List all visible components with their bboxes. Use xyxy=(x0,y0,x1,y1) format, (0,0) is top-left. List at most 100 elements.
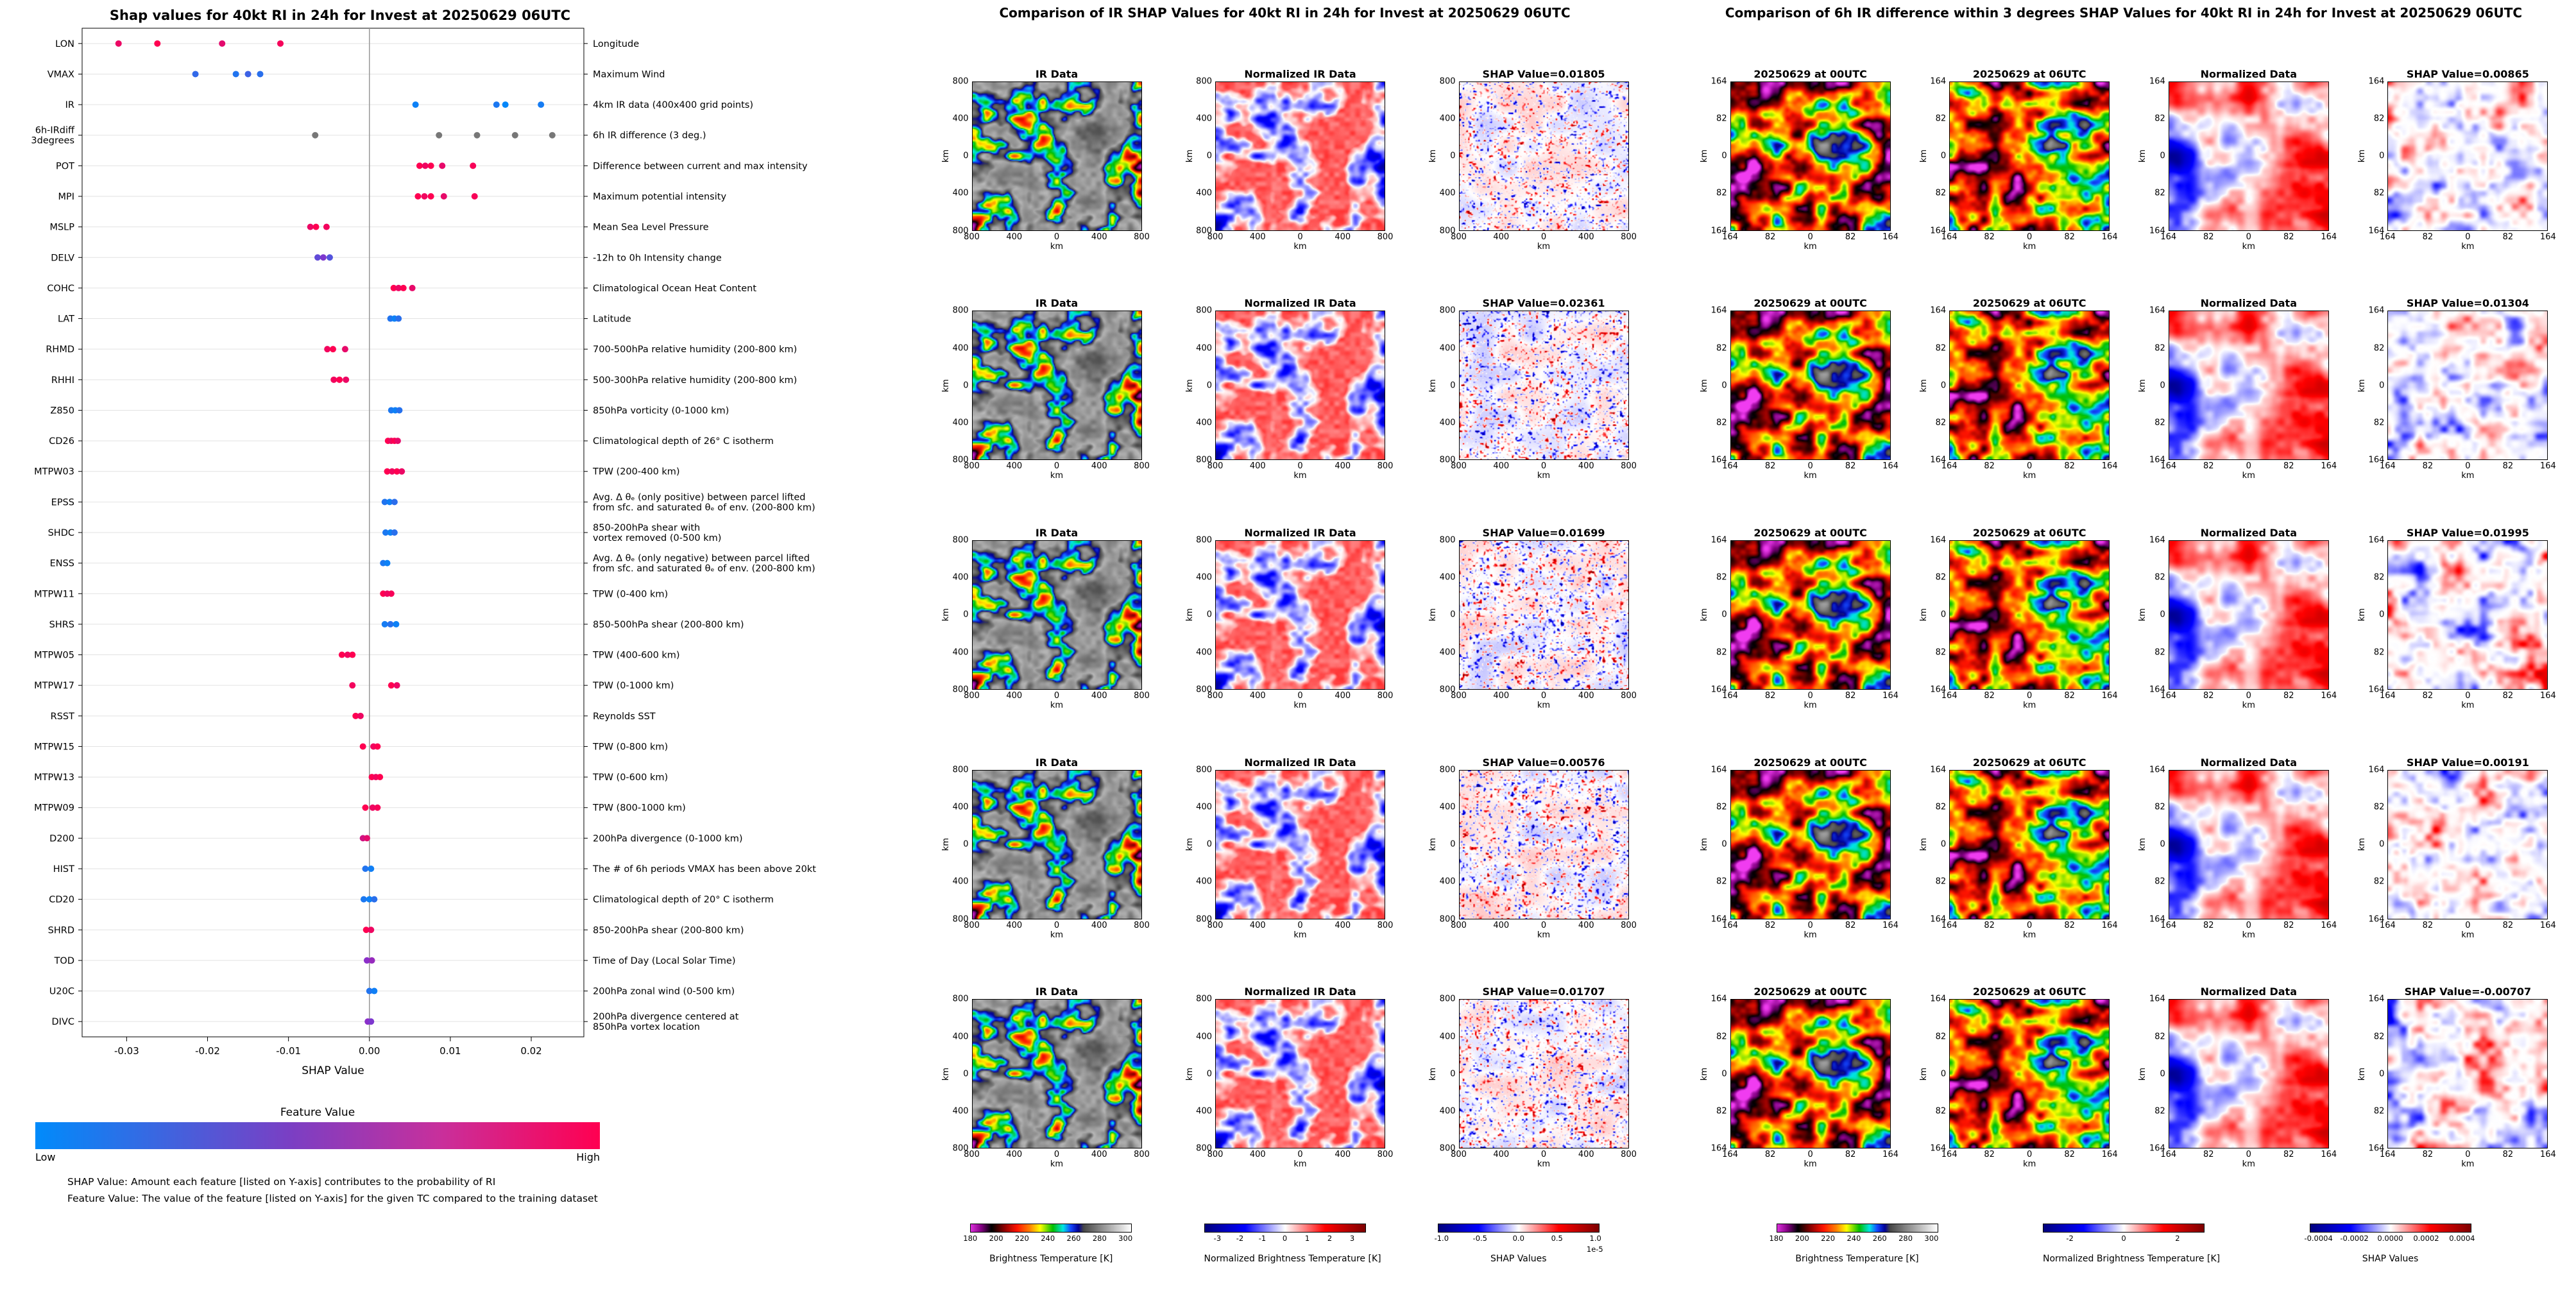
map-panel: 20250629 at 06UTC km 164 82 0 82 164 164 82 0 82 16… xyxy=(1918,296,2118,481)
colorbar-gradient xyxy=(1437,1224,1599,1233)
map-frame xyxy=(1458,311,1629,461)
panel-row: 20250629 at 00UTC km 164 82 0 82 164 164 82 0 82 16… xyxy=(1671,67,2576,252)
x-tick-label: 82 xyxy=(1984,461,1995,472)
y-tick-label: 164 xyxy=(1710,76,1727,87)
shap-point xyxy=(384,468,391,475)
x-tick-label: 164 xyxy=(2379,690,2396,701)
x-tick-label: 82 xyxy=(1984,690,1995,701)
y-axis-label: km xyxy=(1428,311,1438,460)
shap-point xyxy=(257,71,264,78)
y-tick-labels: 164 82 0 82 164 xyxy=(2367,535,2387,694)
shap-point xyxy=(330,376,337,383)
x-tick-label: 82 xyxy=(1845,232,1856,242)
x-tick-label: 164 xyxy=(2321,920,2337,930)
shap-point xyxy=(324,346,331,353)
y-tick-labels: 164 82 0 82 164 xyxy=(2148,306,2169,465)
y-tick-label: 0 xyxy=(1940,380,1947,391)
y-tick-labels: 164 82 0 82 164 xyxy=(2148,994,2169,1154)
y-axis-label-text: km xyxy=(941,608,951,622)
shap-point xyxy=(387,620,394,627)
map-frame xyxy=(1730,311,1891,461)
colorbar: -2 0 2 Normalized Brightness Temperature [K… xyxy=(2043,1224,2220,1264)
shap-point xyxy=(395,284,402,291)
y-tick-label: 800 xyxy=(1196,305,1212,316)
feature-description: 850hPa vorticity (0-1000 km) xyxy=(593,405,729,416)
feature-description: 6h IR difference (3 deg.) xyxy=(593,131,706,141)
normalized-ir-map xyxy=(1216,1000,1385,1148)
x-tick-label: 82 xyxy=(1845,461,1856,472)
shap-point xyxy=(314,254,321,261)
x-tick-labels: 164 82 0 82 164 xyxy=(2160,231,2337,242)
y-tick-label: 400 xyxy=(952,1032,969,1042)
y-tick-label: 400 xyxy=(1439,647,1456,658)
shap-point xyxy=(393,620,400,627)
map-frame xyxy=(1458,540,1629,690)
y-axis-label: km xyxy=(1184,311,1195,460)
x-tick-label: 0 xyxy=(1540,1150,1547,1160)
shap-point xyxy=(323,223,330,230)
x-tick-label: 800 xyxy=(1134,461,1150,472)
shap-point xyxy=(371,896,378,903)
y-axis-label-text: km xyxy=(1428,149,1438,163)
shap-point xyxy=(409,284,416,291)
map-frame xyxy=(1458,769,1629,919)
x-tick-label: 800 xyxy=(1134,690,1150,701)
feature-label: MTPW13 xyxy=(34,773,74,783)
shap-point xyxy=(374,743,381,750)
shap-point xyxy=(363,835,370,842)
y-tick-labels: 164 82 0 82 164 xyxy=(1929,765,1949,924)
x-tick-label: -0.01 xyxy=(276,1045,301,1057)
feature-description: Difference between current and max inten… xyxy=(593,161,808,171)
panel-title: SHAP Value=0.01805 xyxy=(1482,67,1605,80)
panel-title: SHAP Value=-0.00707 xyxy=(2404,986,2532,998)
x-tick-label: 0 xyxy=(1807,461,1813,472)
panel-row: 20250629 at 00UTC km 164 82 0 82 164 164 82 0 82 16… xyxy=(1671,526,2576,710)
y-tick-label: 82 xyxy=(2154,802,2165,812)
map-panel: Normalized Data km 164 82 0 82 164 164 82 0 82 164 k… xyxy=(2138,985,2337,1169)
left-chart-title: Shap values for 40kt RI in 24h for Inves… xyxy=(109,8,571,23)
panel-title: Normalized IR Data xyxy=(1244,756,1356,769)
x-tick-label: 800 xyxy=(1207,920,1224,930)
feature-label: U20C xyxy=(49,987,74,997)
y-tick-label: 0 xyxy=(2160,151,2165,161)
shap-point xyxy=(368,866,375,872)
shap-point xyxy=(115,40,122,47)
y-tick-labels: 800 400 0 400 800 xyxy=(951,535,972,694)
panel-title: IR Data xyxy=(1035,986,1079,998)
x-tick-label: 82 xyxy=(2422,1150,2434,1160)
feature-value-gradient xyxy=(35,1122,600,1149)
normalized-diff-map xyxy=(2169,311,2328,460)
y-tick-labels: 800 400 0 400 800 xyxy=(1438,535,1459,694)
feature-label: MTPW17 xyxy=(34,681,74,691)
colorbar-gradient xyxy=(2043,1224,2205,1233)
y-axis-label: km xyxy=(2138,81,2148,231)
y-tick-label: 800 xyxy=(1196,455,1212,465)
y-tick-label: 164 xyxy=(2368,305,2385,316)
map-frame xyxy=(971,999,1142,1149)
x-tick-label: 82 xyxy=(2422,920,2434,930)
x-tick-labels: 164 82 0 82 164 xyxy=(2380,690,2556,701)
shap-value-map xyxy=(1459,1000,1628,1148)
x-tick-label: 0 xyxy=(1297,1150,1303,1160)
x-tick-labels: 164 82 0 82 164 xyxy=(1722,1148,1898,1159)
colorbar-end-labels: Low High xyxy=(35,1151,600,1163)
y-tick-labels: 164 82 0 82 164 xyxy=(1929,76,1949,235)
y-tick-label: 400 xyxy=(1196,1106,1212,1116)
y-tick-label: 400 xyxy=(1196,802,1212,812)
y-tick-label: 800 xyxy=(952,994,969,1004)
map-panel: IR Data km 800 400 0 400 800 800 400 0 400 800 km xyxy=(941,526,1150,710)
feature-description: Climatological depth of 26° C isotherm xyxy=(593,436,774,447)
feature-description: TPW (200-400 km) xyxy=(592,467,680,477)
y-tick-label: 164 xyxy=(2149,914,2165,925)
x-tick-label: 164 xyxy=(1722,690,1739,701)
x-tick-labels: 800 400 0 400 800 xyxy=(964,231,1150,242)
y-tick-label: 82 xyxy=(2373,114,2385,124)
y-tick-label: 82 xyxy=(1716,188,1727,198)
y-axis-label-text: km xyxy=(1700,149,1710,163)
map-frame xyxy=(2168,81,2329,231)
x-tick-labels: 800 400 0 400 800 xyxy=(1207,231,1394,242)
y-tick-label: 0 xyxy=(2160,380,2165,391)
feature-value-colorbar: Feature Value Low High xyxy=(35,1106,600,1163)
shap-point xyxy=(414,193,422,200)
feature-label: CD26 xyxy=(49,436,74,447)
